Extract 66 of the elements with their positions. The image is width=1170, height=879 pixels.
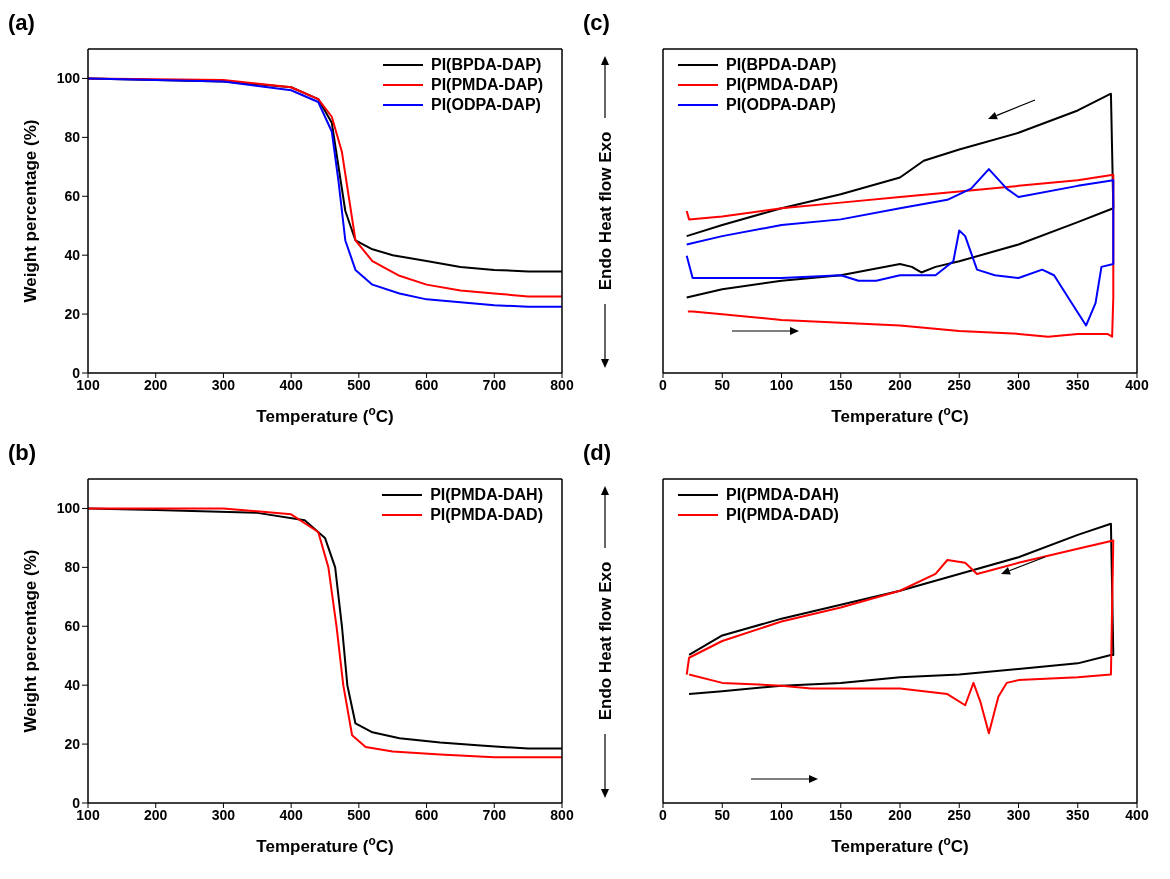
x-tick-label: 300: [211, 376, 236, 393]
y-tick-label: 60: [64, 618, 81, 635]
x-axis-title: Temperature ($^{o}$C): [256, 834, 394, 856]
x-tick-label: 800: [550, 806, 574, 823]
chart-title: (c): [583, 10, 610, 36]
x-tick-label: 150: [829, 806, 853, 823]
y-axis-title: Weight percentage (%): [20, 549, 40, 733]
y-tick-label: 0: [72, 794, 81, 811]
x-axis-title: Temperature ($^{o}$C): [256, 404, 394, 426]
x-tick-label: 250: [947, 806, 972, 823]
chart-title: (a): [8, 10, 35, 36]
x-tick-label: 50: [714, 376, 731, 393]
x-tick-label: 500: [347, 376, 371, 393]
y-tick-label: 40: [64, 677, 81, 694]
legend-label: PI(ODPA-DAP): [431, 96, 541, 114]
y-tick-label: 40: [64, 247, 81, 264]
chart-title: (d): [583, 440, 612, 466]
x-tick-label: 500: [347, 806, 371, 823]
x-tick-label: 200: [144, 806, 168, 823]
x-tick-label: 0: [659, 806, 668, 823]
x-tick-label: 200: [888, 806, 912, 823]
y-axis-title: Endo Heat flow Exo: [595, 561, 615, 721]
x-tick-label: 200: [888, 376, 912, 393]
x-tick-label: 400: [1125, 376, 1149, 393]
chart-title: (b): [8, 440, 37, 466]
x-tick-label: 600: [414, 806, 439, 823]
legend-label: PI(PMDA-DAD): [726, 506, 839, 524]
y-axis-title: Endo Heat flow Exo: [595, 131, 615, 291]
y-tick-label: 0: [72, 364, 81, 381]
x-tick-label: 300: [211, 806, 236, 823]
legend-label: PI(PMDA-DAP): [431, 76, 543, 94]
x-axis-title: Temperature ($^{o}$C): [831, 834, 969, 856]
x-tick-label: 150: [829, 376, 853, 393]
x-tick-label: 200: [144, 376, 168, 393]
x-tick-label: 350: [1066, 376, 1090, 393]
y-tick-label: 100: [56, 500, 81, 517]
x-tick-label: 100: [769, 806, 794, 823]
x-axis-title: Temperature ($^{o}$C): [831, 404, 969, 426]
x-tick-label: 600: [414, 376, 439, 393]
x-tick-label: 400: [279, 806, 304, 823]
legend-label: PI(BPDA-DAP): [431, 56, 542, 74]
x-tick-label: 800: [550, 376, 574, 393]
legend-label: PI(PMDA-DAH): [430, 486, 543, 504]
legend-label: PI(ODPA-DAP): [726, 96, 836, 114]
y-tick-label: 20: [64, 306, 81, 323]
y-tick-label: 20: [64, 736, 81, 753]
y-tick-label: 100: [56, 70, 81, 87]
x-tick-label: 300: [1006, 376, 1031, 393]
x-tick-label: 0: [659, 376, 668, 393]
y-tick-label: 80: [64, 129, 81, 146]
x-tick-label: 700: [482, 376, 507, 393]
x-tick-label: 400: [279, 376, 304, 393]
legend-label: PI(PMDA-DAP): [726, 76, 838, 94]
x-tick-label: 100: [769, 376, 794, 393]
legend-label: PI(PMDA-DAD): [430, 506, 543, 524]
x-tick-label: 50: [714, 806, 731, 823]
x-tick-label: 700: [482, 806, 507, 823]
x-tick-label: 300: [1006, 806, 1031, 823]
y-tick-label: 80: [64, 559, 81, 576]
legend-label: PI(PMDA-DAH): [726, 486, 839, 504]
x-tick-label: 400: [1125, 806, 1149, 823]
y-tick-label: 60: [64, 188, 81, 205]
x-tick-label: 250: [947, 376, 972, 393]
x-tick-label: 350: [1066, 806, 1090, 823]
y-axis-title: Weight percentage (%): [20, 119, 40, 303]
legend-label: PI(BPDA-DAP): [726, 56, 837, 74]
